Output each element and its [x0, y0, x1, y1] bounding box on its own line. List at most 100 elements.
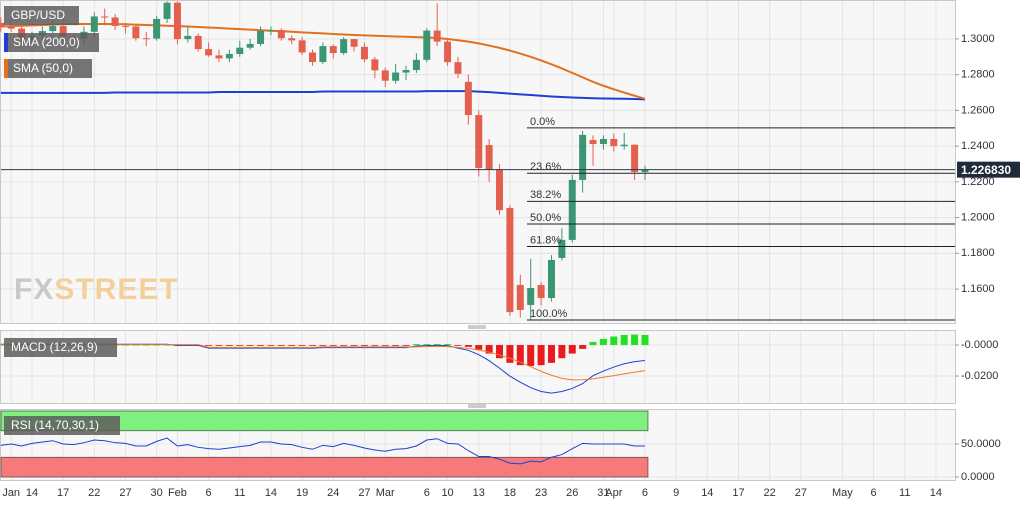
y-tick-label: 1.3000	[961, 33, 995, 45]
rsi-band	[0, 410, 649, 432]
candle-body	[257, 30, 265, 44]
candle-body	[153, 18, 161, 39]
candle-body	[194, 35, 202, 50]
x-tick-label: 6	[642, 487, 648, 499]
candle-body	[392, 72, 400, 81]
x-tick-label: 26	[566, 487, 578, 499]
histogram-bar	[589, 341, 597, 346]
candle-body	[547, 259, 555, 298]
fib-label: 100.0%	[530, 308, 568, 320]
x-tick-label: Mar	[376, 487, 395, 499]
histogram-bar	[340, 345, 348, 346]
rsi-line	[0, 437, 645, 465]
x-tick-label: 27	[119, 487, 131, 499]
y-tick-label: 1.2800	[961, 69, 995, 81]
candle-body	[496, 169, 504, 211]
y-tick-label: 1.2000	[961, 212, 995, 224]
label-layer: Jan 14 17 22 27 30 Feb 6 11 14 19 24 27 Mar 6 10 13 18 23 2…	[2, 6, 1020, 499]
candle-body	[340, 39, 348, 54]
histogram-bar	[496, 345, 504, 359]
candle-body	[90, 16, 98, 32]
y-tick-label: 1.2600	[961, 104, 995, 116]
fib-label: 0.0%	[530, 116, 555, 128]
legend-box	[4, 416, 120, 435]
x-tick-label: 17	[57, 487, 69, 499]
histogram-bar	[257, 345, 265, 346]
y-tick-label: 50.0000	[961, 438, 1001, 450]
panel-handle[interactable]	[468, 325, 486, 329]
candle-body	[516, 284, 524, 310]
histogram-bar	[527, 345, 535, 366]
x-tick-label: 27	[795, 487, 807, 499]
candle-body	[599, 138, 607, 144]
x-tick-label: 11	[234, 487, 245, 499]
histogram-bar	[516, 345, 524, 366]
x-tick-label: 6	[424, 487, 430, 499]
y-tick-label: 1.2200	[961, 176, 995, 188]
candle-body	[121, 25, 129, 27]
candle-body	[423, 30, 431, 60]
candle-body	[402, 70, 410, 73]
x-tick-label: 19	[296, 487, 308, 499]
candle-body	[111, 17, 119, 26]
legend-swatch	[4, 33, 8, 52]
candle-body	[101, 16, 109, 18]
candle-body	[537, 284, 545, 298]
fib-label: 50.0%	[530, 212, 561, 224]
histogram-bar	[215, 345, 223, 346]
candle-body	[371, 59, 379, 71]
candle-body	[475, 115, 483, 168]
x-tick-label: 11	[899, 487, 910, 499]
candle-body	[360, 46, 368, 60]
candle-body	[329, 46, 337, 54]
histogram-bar	[599, 338, 607, 346]
x-tick-label: Jan	[2, 487, 20, 499]
histogram-bar	[558, 345, 566, 359]
candle-body	[142, 38, 150, 40]
legend-box	[4, 338, 117, 357]
fib-label: 61.8%	[530, 234, 561, 246]
histogram-bar	[267, 345, 275, 346]
x-tick-label: 14	[930, 487, 942, 499]
y-tick-label: -0.0200	[961, 370, 998, 382]
candle-body	[225, 53, 233, 59]
histogram-bar	[329, 345, 337, 346]
legend-box	[4, 33, 99, 52]
x-tick-label: 30	[151, 487, 163, 499]
candle-body	[506, 207, 514, 313]
histogram-bar	[454, 345, 462, 346]
x-tick-label: 6	[206, 487, 212, 499]
histogram-bar	[537, 345, 545, 366]
panel-handle[interactable]	[468, 404, 486, 408]
histogram-bar	[381, 345, 389, 346]
candle-body	[433, 30, 441, 42]
y-tick-label: 0.0000	[961, 471, 995, 483]
candle-body	[444, 41, 452, 63]
candle-body	[173, 2, 181, 40]
legend-label: MACD (12,26,9)	[11, 340, 98, 354]
legend-box	[4, 59, 92, 78]
histogram-bar	[0, 344, 5, 346]
histogram-bar	[423, 344, 431, 346]
fib-label: 23.6%	[530, 161, 561, 173]
candle-body	[7, 26, 15, 29]
histogram-bar	[121, 344, 129, 346]
histogram-bar	[236, 345, 244, 346]
y-tick-label: 1.2400	[961, 140, 995, 152]
legend-label: SMA (200,0)	[13, 35, 80, 49]
candle-body	[568, 179, 576, 240]
histogram-bar	[350, 345, 358, 346]
histogram-bar	[568, 345, 576, 354]
candle-body	[0, 22, 5, 27]
histogram-bar	[132, 344, 140, 346]
candle-body	[641, 169, 649, 173]
histogram-bar	[412, 344, 420, 346]
histogram-bar	[641, 334, 649, 346]
last-price-label: 1.226830	[961, 163, 1011, 177]
histogram-bar	[205, 345, 213, 346]
histogram-bar	[153, 344, 161, 346]
candle-body	[527, 287, 535, 305]
x-tick-label: 14	[265, 487, 277, 499]
legend-label: RSI (14,70,30,1)	[11, 418, 99, 432]
